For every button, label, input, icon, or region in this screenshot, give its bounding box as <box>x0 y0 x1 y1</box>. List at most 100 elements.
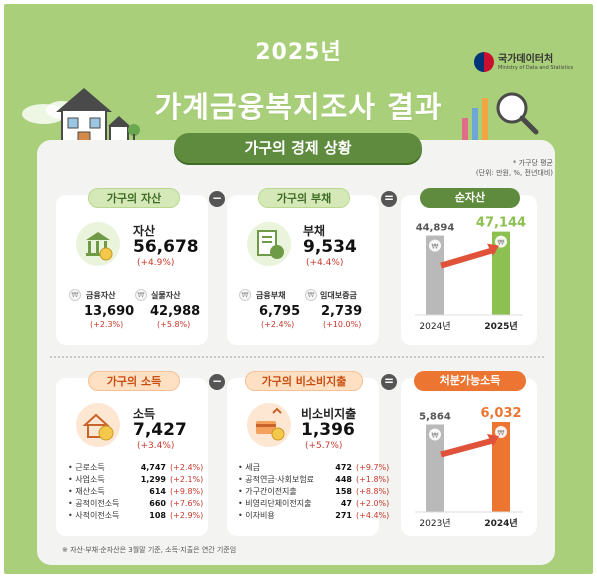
income-item-value: 660 <box>149 499 166 508</box>
deposit-change: (+10.0%) <box>323 320 362 329</box>
net-assets-bar <box>426 235 444 315</box>
report-title: 가계금융복지조사 결과 <box>154 90 443 124</box>
ministry-emblem-icon <box>474 52 494 72</box>
won-icon: ₩ <box>135 289 147 301</box>
house-money-icon <box>76 403 120 447</box>
income-item-change: (+9.8%) <box>170 487 204 496</box>
nonconsumption-item: • 비영리단체이전지출 47 (+2.0%) <box>238 498 390 509</box>
nonconsumption-item: • 이자비용 271 (+4.4%) <box>238 510 389 521</box>
won-icon: ₩ <box>305 289 317 301</box>
disposable-year-label: 2023년 <box>419 518 450 529</box>
won-icon <box>495 425 507 438</box>
income-item-name: • 재산소득 <box>68 487 105 496</box>
income-item-value: 108 <box>149 511 166 520</box>
units-note-line1: * 가구당 평균 <box>512 159 553 167</box>
bank-icon <box>76 222 120 266</box>
disposable-pill: 처분가능소득 <box>414 371 526 391</box>
income-item-value: 614 <box>149 487 166 496</box>
income-item: • 근로소득 4,747 (+2.4%) <box>68 462 218 473</box>
income-item-value: 1,299 <box>140 475 166 484</box>
income-item-change: (+2.4%) <box>170 463 204 472</box>
nonconsumption-item-change: (+9.7%) <box>356 463 390 472</box>
disposable-card <box>401 378 537 536</box>
growth-arrow-head <box>487 433 499 446</box>
income-pill: 가구의 소득 <box>88 371 180 391</box>
nonconsumption-label: 비소비지출 <box>301 407 357 421</box>
financial-debt-change: (+2.4%) <box>261 320 295 329</box>
income-item: • 사적이전소득 108 (+2.9%) <box>68 510 218 521</box>
growth-arrow <box>440 246 496 269</box>
won-icon <box>495 235 507 248</box>
ministry-name-en: Ministry of Data and Statistics <box>498 64 574 71</box>
disposable-year-label: 2024년 <box>484 517 517 529</box>
nonconsumption-item-name: • 가구간이전지출 <box>238 487 297 496</box>
income-item-value: 4,747 <box>140 463 166 472</box>
card-money-icon <box>247 403 291 447</box>
net-assets-year-label: 2025년 <box>484 320 517 332</box>
income-item-name: • 공적이전소득 <box>68 499 120 508</box>
row-divider <box>50 356 544 358</box>
section-title: 가구의 경제 상황 <box>174 133 422 163</box>
ministry-name: 국가데이터처 <box>498 53 554 65</box>
nonconsumption-item: • 공적연금·사회보험료 448 (+1.8%) <box>238 474 390 485</box>
debt-value: 9,534 <box>303 237 357 257</box>
units-note: * 가구당 평균 (단위: 만원, %, 전년대비) <box>476 158 553 178</box>
won-icon <box>429 239 441 252</box>
nonconsumption-item-name: • 이자비용 <box>238 511 275 520</box>
won-icon: ₩ <box>69 289 81 301</box>
disposable-bar <box>426 424 444 512</box>
income-item: • 재산소득 614 (+9.8%) <box>68 486 218 497</box>
magnifier-illustration <box>462 92 539 144</box>
net-assets-bar <box>492 231 510 315</box>
units-note-line2: (단위: 만원, %, 전년대비) <box>475 169 553 177</box>
financial-debt-value: 6,795 <box>259 304 301 319</box>
nonconsumption-item-value: 448 <box>335 475 352 484</box>
equals-operator: = <box>381 374 397 390</box>
nonconsumption-card <box>227 378 379 536</box>
real-assets-change: (+5.8%) <box>157 320 191 329</box>
disposable-value-label: 6,032 <box>480 406 521 421</box>
income-item: • 공적이전소득 660 (+7.6%) <box>68 498 218 509</box>
disposable-value-label: 5,864 <box>419 411 451 422</box>
nonconsumption-item-name: • 비영리단체이전지출 <box>238 499 312 508</box>
nonconsumption-item: • 가구간이전지출 158 (+8.8%) <box>238 486 389 497</box>
ministry-logo-block: 국가데이터처 Ministry of Data and Statistics <box>474 52 573 72</box>
income-item-change: (+2.9%) <box>170 511 204 520</box>
nonconsumption-item-name: • 공적연금·사회보험료 <box>238 475 315 484</box>
deposit-label: 임대보증금 <box>320 291 357 300</box>
assets-card <box>56 195 208 345</box>
debt-label: 부채 <box>303 224 326 238</box>
nonconsumption-item-value: 472 <box>335 463 352 472</box>
footnote: ※ 자산·부채·순자산은 3월말 기준, 소득·지출은 연간 기준임 <box>62 546 237 554</box>
income-item: • 사업소득 1,299 (+2.1%) <box>68 474 218 485</box>
assets-change: (+4.9%) <box>137 258 175 268</box>
financial-assets-label: 금융자산 <box>86 291 116 300</box>
financial-assets-value: 13,690 <box>84 304 135 319</box>
debt-card <box>227 195 379 345</box>
nonconsumption-item-name: • 세금 <box>238 463 260 472</box>
net-assets-value-label: 47,144 <box>476 216 526 231</box>
won-icon: ₩ <box>432 243 439 251</box>
income-label: 소득 <box>133 407 156 421</box>
minus-operator: − <box>209 374 225 390</box>
income-value: 7,427 <box>133 420 187 440</box>
nonconsumption-pill: 가구의 비소비지출 <box>245 371 363 391</box>
nonconsumption-item-value: 47 <box>340 499 352 508</box>
nonconsumption-item: • 세금 472 (+9.7%) <box>238 462 390 473</box>
report-year: 2025년 <box>255 40 342 65</box>
net-assets-card <box>401 195 537 345</box>
nonconsumption-value: 1,396 <box>301 420 355 440</box>
won-icon: ₩ <box>498 429 505 437</box>
nonconsumption-item-change: (+1.8%) <box>356 475 390 484</box>
income-item-name: • 사업소득 <box>68 475 105 484</box>
nonconsumption-item-value: 271 <box>335 511 352 520</box>
growth-arrow <box>440 437 496 458</box>
income-item-change: (+2.1%) <box>170 475 204 484</box>
income-item-change: (+7.6%) <box>170 499 204 508</box>
won-icon: ₩ <box>239 289 251 301</box>
nonconsumption-item-change: (+2.0%) <box>356 499 390 508</box>
real-assets-value: 42,988 <box>150 304 201 319</box>
income-change: (+3.4%) <box>137 441 175 451</box>
assets-label: 자산 <box>133 224 156 238</box>
